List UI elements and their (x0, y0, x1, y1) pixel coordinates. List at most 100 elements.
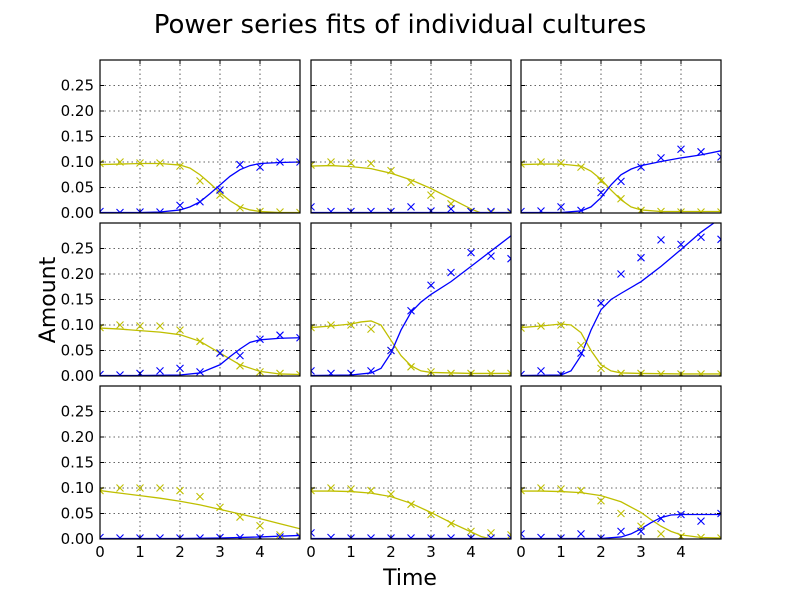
fit-line-yellow (521, 323, 721, 375)
data-point-blue (677, 145, 685, 154)
data-point-blue (677, 510, 685, 519)
data-point-blue (677, 240, 685, 249)
x-tick-label: 0 (95, 543, 105, 561)
data-point-yellow (557, 159, 565, 167)
data-point-blue (637, 253, 645, 262)
data-point-blue (116, 534, 124, 539)
x-tick-label: 4 (255, 543, 265, 561)
data-point-yellow (507, 209, 511, 213)
fit-line-yellow (311, 320, 511, 375)
data-point-blue (236, 533, 244, 539)
x-tick-label: 0 (516, 543, 526, 561)
data-point-yellow (276, 531, 284, 539)
data-point-yellow (176, 486, 184, 495)
data-point-yellow (697, 370, 705, 376)
data-point-blue (176, 201, 184, 210)
data-point-yellow (196, 492, 204, 501)
data-point-blue (387, 346, 395, 355)
data-point-yellow (697, 533, 705, 539)
y-tick-label: 0.10 (61, 153, 94, 171)
data-point-blue (597, 299, 605, 307)
data-point-blue (657, 235, 665, 244)
data-point-yellow (657, 530, 665, 538)
data-point-blue (617, 270, 625, 278)
panel-data-layer (521, 484, 721, 539)
fit-line-yellow (311, 490, 492, 539)
data-point-yellow (577, 163, 585, 171)
data-point-blue (507, 534, 511, 539)
data-point-yellow (136, 159, 144, 167)
data-point-yellow (427, 191, 435, 200)
data-point-blue (697, 517, 705, 526)
data-point-yellow (577, 486, 585, 495)
data-point-blue (617, 527, 625, 536)
panel-data-layer (100, 158, 300, 213)
y-tick-label: 0.25 (61, 77, 94, 95)
panel-3 (520, 59, 722, 214)
data-point-blue (256, 163, 264, 171)
y-axis-label: Amount (36, 256, 61, 343)
data-point-blue (447, 205, 455, 213)
data-point-blue (367, 367, 375, 375)
x-tick-label: 4 (466, 543, 476, 561)
fit-line-yellow (100, 162, 300, 213)
data-point-blue (216, 349, 224, 357)
data-point-blue (216, 186, 224, 194)
data-point-yellow (116, 158, 124, 166)
data-point-yellow (296, 370, 300, 376)
data-point-blue (407, 534, 415, 539)
data-point-yellow (407, 362, 415, 371)
x-tick-label: 1 (346, 543, 356, 561)
panel-4: 0.00 0.05 0.10 0.15 0.20 0.25 (61, 222, 301, 385)
y-tick-label: 0.15 (61, 454, 94, 472)
panel-data-layer (311, 235, 511, 376)
data-point-yellow (216, 503, 224, 512)
data-point-yellow (296, 208, 300, 213)
data-point-yellow (347, 159, 355, 167)
data-point-yellow (617, 509, 625, 518)
y-tick-label: 0.25 (61, 240, 94, 258)
data-point-blue (296, 333, 300, 342)
data-point-yellow (256, 521, 264, 530)
data-point-yellow (657, 370, 665, 376)
data-point-blue (717, 235, 721, 244)
fit-line-blue (100, 337, 300, 376)
panel-6 (520, 222, 722, 377)
data-point-yellow (156, 484, 164, 492)
data-point-yellow (136, 322, 144, 330)
data-point-blue (276, 533, 284, 539)
data-point-blue (521, 530, 525, 538)
data-point-blue (487, 252, 495, 261)
y-tick-label: 0.05 (61, 342, 94, 360)
data-point-blue (407, 202, 415, 211)
panel-data-layer (311, 484, 511, 539)
panel-8: 0 1 2 3 4 (306, 385, 512, 561)
data-point-yellow (156, 322, 164, 330)
data-point-blue (717, 153, 721, 161)
data-point-blue (697, 233, 705, 242)
data-point-yellow (176, 162, 184, 170)
data-point-blue (407, 306, 415, 315)
panel-data-layer (521, 223, 721, 376)
data-point-yellow (427, 510, 435, 519)
data-point-blue (327, 207, 335, 213)
fit-line-yellow (521, 490, 721, 539)
y-tick-label: 0.25 (61, 403, 94, 421)
data-point-blue (156, 208, 164, 213)
data-point-blue (296, 533, 300, 539)
data-point-blue (100, 370, 104, 376)
data-point-yellow (427, 368, 435, 376)
x-tick-label: 3 (636, 543, 646, 561)
data-point-yellow (717, 534, 721, 539)
data-point-blue (597, 188, 605, 197)
data-point-blue (447, 268, 455, 277)
data-point-yellow (236, 361, 244, 370)
data-point-yellow (717, 208, 721, 213)
data-point-yellow (597, 176, 605, 185)
data-point-blue (276, 158, 284, 166)
data-point-blue (196, 368, 204, 376)
x-axis-label: Time (382, 566, 437, 591)
data-point-yellow (276, 208, 284, 213)
data-point-blue (657, 514, 665, 523)
